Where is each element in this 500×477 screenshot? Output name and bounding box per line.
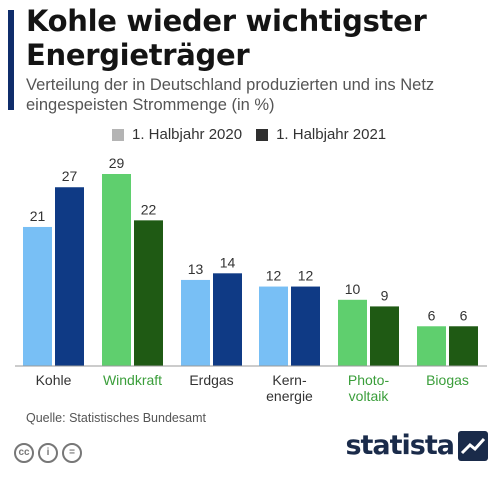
bar-2020 <box>23 226 52 366</box>
statista-logo: statista <box>345 430 488 461</box>
data-label: 12 <box>298 268 314 284</box>
legend-swatch-2021 <box>256 128 269 141</box>
data-label: 12 <box>266 268 282 284</box>
bar-2021 <box>449 326 478 366</box>
chart-title: Kohle wieder wichtigster Energieträger <box>26 4 427 72</box>
bar-2020 <box>338 299 367 366</box>
bar-2021 <box>370 306 399 366</box>
legend-swatch-2020 <box>112 128 124 141</box>
category-label: energie <box>266 388 313 404</box>
data-label: 10 <box>345 281 361 297</box>
data-label: 6 <box>460 307 468 323</box>
category-label: Photo- <box>348 372 390 388</box>
bar-2020 <box>181 279 210 366</box>
bar-chart: 21 27 Kohle 29 22 Windkraft 13 14 Erdgas 12 12 Kern… <box>15 155 487 404</box>
cc-icon: cc <box>14 443 34 463</box>
data-label: 9 <box>381 287 389 303</box>
data-label: 13 <box>188 261 204 277</box>
category-label: voltaik <box>349 388 390 404</box>
legend-item-2020: 1. Halbjahr 2020 <box>112 126 242 143</box>
bar-2020 <box>259 286 288 366</box>
attribution-icon: i <box>38 443 58 463</box>
category-label: Kohle <box>36 372 72 388</box>
category-label: Erdgas <box>189 372 233 388</box>
license-icons: cc i = <box>14 443 82 463</box>
data-label: 27 <box>62 168 78 184</box>
source-note: Quelle: Statistisches Bundesamt <box>26 411 206 425</box>
logo-mark-icon <box>458 430 488 461</box>
legend-item-2021: 1. Halbjahr 2021 <box>256 126 386 143</box>
data-label: 14 <box>220 254 236 270</box>
legend: 1. Halbjahr 2020 1. Halbjahr 2021 <box>112 126 400 143</box>
bar-2021 <box>55 187 84 366</box>
data-label: 22 <box>141 201 157 217</box>
data-label: 6 <box>428 307 436 323</box>
bar-2020 <box>102 174 131 366</box>
chart-subtitle: Verteilung der in Deutschland produziert… <box>26 76 435 114</box>
category-label: Windkraft <box>103 372 162 388</box>
bar-2021 <box>134 220 163 366</box>
bar-2020 <box>417 326 446 366</box>
title-accent-bar <box>8 10 14 110</box>
legend-label-2021: 1. Halbjahr 2021 <box>276 126 387 143</box>
category-label: Kern- <box>272 372 307 388</box>
legend-label-2020: 1. Halbjahr 2020 <box>132 126 243 143</box>
category-label: Biogas <box>426 372 469 388</box>
bar-2021 <box>213 273 242 366</box>
data-label: 21 <box>30 208 46 224</box>
no-derivatives-icon: = <box>62 443 82 463</box>
data-label: 29 <box>109 155 125 171</box>
logo-wordmark: statista <box>345 430 455 461</box>
bar-2021 <box>291 286 320 366</box>
